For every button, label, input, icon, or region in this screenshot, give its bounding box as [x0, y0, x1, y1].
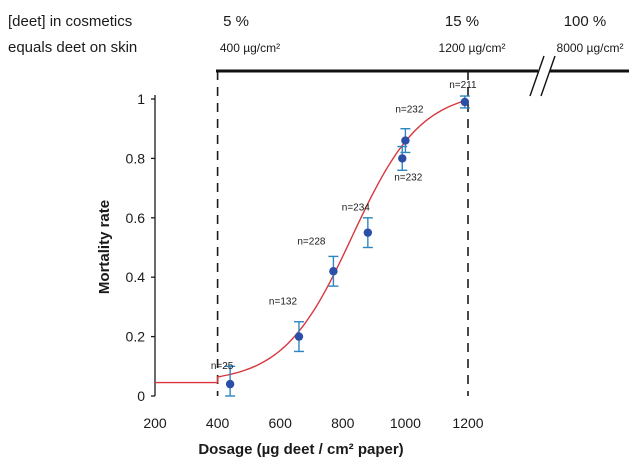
concentration-percent: 5 % — [223, 13, 249, 30]
x-tick-label: 800 — [331, 415, 355, 431]
data-point-group: n=232 — [394, 145, 423, 183]
sample-size-label: n=25 — [211, 361, 234, 372]
x-tick-label: 600 — [269, 415, 293, 431]
data-point-group: n=132 — [269, 297, 304, 353]
data-point-group: n=234 — [342, 203, 373, 249]
y-tick-label: 0.4 — [126, 269, 146, 285]
data-point-group: n=25 — [211, 361, 236, 397]
data-points: n=25 n=132 n=228 n=234 n=232 n=232 n=211 — [211, 80, 477, 397]
x-tick-label: 1200 — [452, 415, 483, 431]
data-point — [363, 228, 373, 237]
data-point — [401, 136, 410, 145]
header-line-2: equals deet on skin — [8, 39, 137, 56]
data-point — [294, 332, 304, 341]
y-tick-label: 0.8 — [126, 150, 146, 166]
sample-size-label: n=228 — [297, 236, 326, 247]
data-point — [398, 154, 407, 163]
y-axis-title: Mortality rate — [96, 200, 113, 294]
x-tick-label: 200 — [143, 415, 167, 431]
reference-lines — [216, 71, 469, 396]
concentration-scale: 5 % 400 µg/cm² 15 % 1200 µg/cm² 100 % 8000 µg… — [216, 13, 629, 97]
sample-size-label: n=232 — [394, 172, 423, 183]
sample-size-label: n=132 — [269, 297, 298, 308]
concentration-dose: 1200 µg/cm² — [439, 41, 506, 55]
concentration-header: [deet] in cosmetics equals deet on skin — [8, 13, 137, 56]
sample-size-label: n=211 — [449, 80, 477, 91]
concentration-percent: 15 % — [445, 13, 479, 30]
data-point — [460, 97, 470, 107]
x-axis-title: Dosage (µg deet / cm² paper) — [198, 441, 403, 458]
y-tick-label: 1 — [137, 91, 145, 107]
y-tick-label: 0.6 — [126, 210, 146, 226]
y-tick-label: 0 — [137, 388, 145, 404]
sample-size-label: n=234 — [342, 203, 371, 214]
data-point-group: n=228 — [297, 236, 339, 287]
x-tick-label: 400 — [206, 415, 230, 431]
concentration-dose: 400 µg/cm² — [220, 41, 280, 55]
x-tick-label: 1000 — [390, 415, 421, 431]
concentration-dose: 8000 µg/cm² — [557, 41, 624, 55]
header-line-1: [deet] in cosmetics — [8, 13, 132, 30]
fit-curve — [155, 99, 469, 384]
data-point — [329, 267, 338, 276]
data-point-group: n=232 — [395, 105, 424, 154]
data-point-group: n=211 — [449, 80, 477, 109]
data-point — [225, 379, 235, 389]
fit-curve-group — [155, 99, 469, 384]
scale-break-mark — [540, 55, 556, 97]
concentration-percent: 100 % — [564, 13, 607, 30]
sample-size-label: n=232 — [395, 105, 424, 116]
y-tick-label: 0.2 — [126, 329, 146, 345]
scale-break-mark — [529, 55, 545, 97]
